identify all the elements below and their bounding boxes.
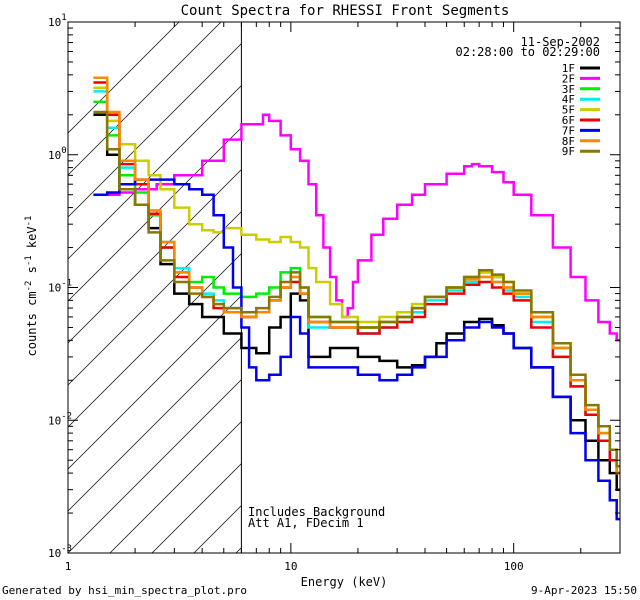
legend-label: 3F — [562, 83, 575, 96]
hatch-line — [109, 421, 242, 553]
series-line-7F — [93, 178, 620, 521]
x-axis-label: Energy (keV) — [301, 575, 388, 589]
plot-frame — [67, 21, 621, 554]
hatch-line — [235, 547, 242, 553]
hatch-line — [68, 22, 222, 176]
series-line-6F — [93, 81, 620, 475]
series-line-1F — [93, 113, 620, 491]
series-lines — [93, 76, 620, 521]
hatch-line — [68, 379, 242, 553]
y-tick-label: 101 — [48, 13, 67, 29]
y-tick-label: 10-1 — [48, 279, 72, 295]
y-axis-label: counts cm-2 s-1 keV-1 — [24, 216, 39, 357]
y-tick-label: 100 — [48, 146, 67, 162]
hatch-line — [68, 127, 242, 302]
x-tick-label: 10 — [284, 560, 297, 573]
legend-label: 7F — [562, 124, 575, 137]
hatch-line — [68, 22, 180, 134]
annotation-background: Includes Background — [248, 505, 385, 519]
footer-timestamp: 9-Apr-2023 15:50 — [531, 584, 637, 597]
series-line-9F — [93, 110, 620, 468]
y-tick-label: 10-2 — [48, 411, 72, 427]
hatch-line — [151, 463, 242, 553]
hatch-line — [68, 253, 242, 428]
legend-label: 2F — [562, 72, 575, 85]
background-hatch-region — [68, 22, 640, 553]
hatch-line — [68, 85, 242, 260]
x-tick-label: 100 — [504, 560, 524, 573]
annotation-attenuator: Att A1, FDecim 1 — [248, 516, 364, 530]
hatch-line — [68, 295, 242, 470]
hatch-line — [68, 169, 242, 344]
x-axis-ticks: 1 10 100 — [65, 22, 621, 573]
chart-time-range: 02:28:00 to 02:29:00 — [456, 45, 601, 59]
y-axis-ticks: 10-3 10-2 10-1 100 101 — [48, 13, 620, 560]
hatch-line — [572, 22, 640, 553]
hatch-line — [404, 22, 640, 553]
y-tick-label: 10-3 — [48, 544, 72, 560]
legend-label: 6F — [562, 114, 575, 127]
hatch-line — [68, 211, 242, 386]
legend-label: 8F — [562, 135, 575, 148]
hatch-line — [68, 43, 242, 218]
legend-label: 4F — [562, 93, 575, 106]
hatch-line — [68, 337, 242, 512]
series-line-3F — [93, 100, 620, 475]
legend-label: 5F — [562, 104, 575, 117]
chart-title: Count Spectra for RHESSI Front Segments — [181, 3, 510, 19]
chart-date: 11-Sep-2002 — [521, 35, 600, 49]
footer-generated-by: Generated by hsi_min_spectra_plot.pro — [2, 584, 247, 597]
legend-label: 9F — [562, 145, 575, 158]
series-line-2F — [93, 113, 620, 342]
x-tick-label: 1 — [65, 560, 72, 573]
legend-label: 1F — [562, 62, 575, 75]
series-line-8F — [93, 76, 620, 475]
hatch-line — [320, 22, 640, 553]
